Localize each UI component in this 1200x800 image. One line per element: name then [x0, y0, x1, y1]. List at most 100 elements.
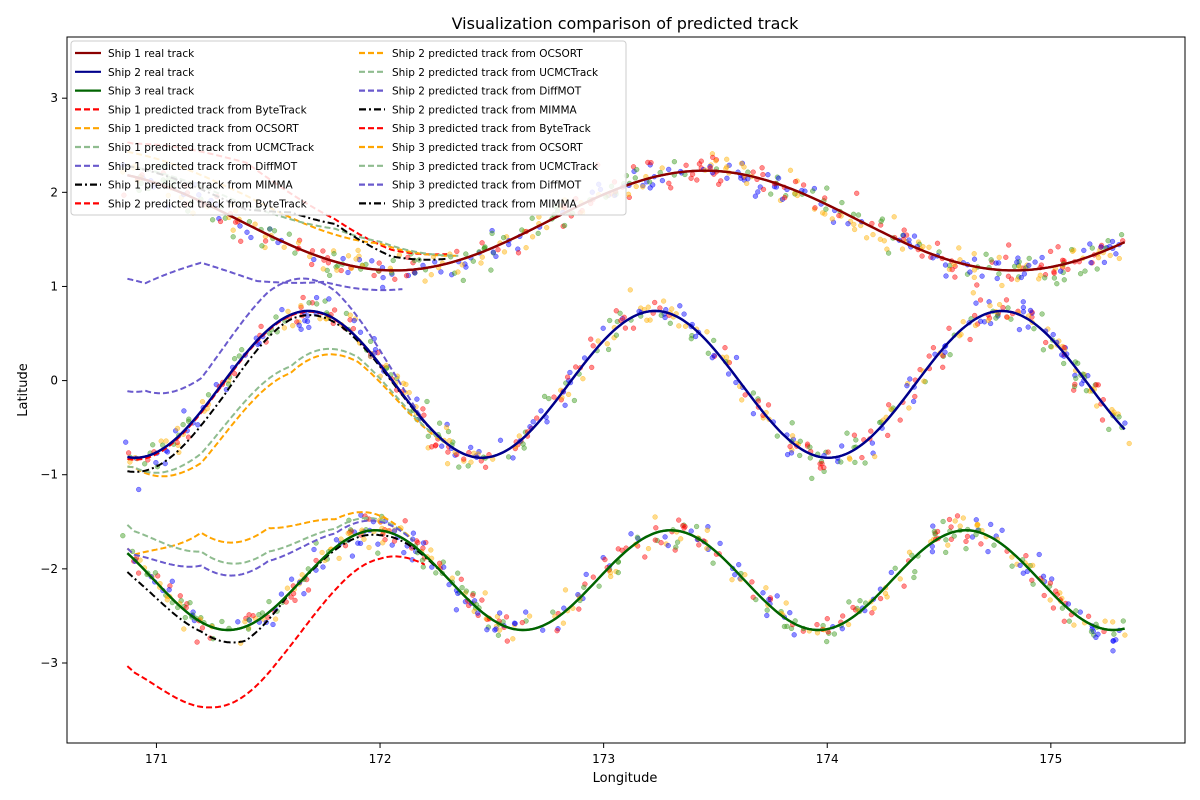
observation-point — [807, 444, 813, 450]
observation-point — [1098, 244, 1104, 250]
observation-point — [974, 522, 980, 529]
observation-point — [1053, 588, 1059, 594]
legend-entry-label: Ship 2 predicted track from OCSORT — [392, 48, 583, 60]
observation-point — [205, 392, 212, 398]
observation-point — [357, 329, 364, 335]
observation-point — [259, 610, 266, 616]
observation-point — [739, 397, 745, 403]
series-line-13 — [126, 555, 426, 709]
observation-point — [863, 235, 870, 241]
observation-point — [666, 180, 672, 186]
observation-point — [331, 251, 337, 257]
observation-point — [439, 443, 445, 449]
observation-point — [390, 257, 396, 264]
observation-point — [521, 445, 527, 451]
observation-point — [926, 244, 932, 250]
observation-point — [1047, 248, 1054, 255]
observation-point — [561, 222, 568, 229]
observation-point — [797, 438, 803, 444]
observation-point — [199, 625, 206, 631]
observation-point — [304, 318, 311, 325]
observation-point — [1126, 440, 1132, 447]
observation-point — [1111, 631, 1117, 637]
observation-point — [1099, 417, 1106, 423]
series-line-6 — [127, 261, 403, 292]
observation-point — [550, 609, 556, 615]
observation-point — [443, 424, 450, 431]
observation-point — [1072, 359, 1079, 365]
observation-point — [1073, 608, 1079, 614]
observation-point — [554, 628, 560, 634]
observation-point — [167, 583, 173, 589]
observation-point — [345, 269, 351, 276]
observation-point — [199, 399, 206, 405]
observation-point — [562, 402, 568, 408]
series-line-11 — [127, 277, 426, 423]
observation-point — [659, 177, 666, 184]
observation-point — [660, 298, 667, 304]
observation-point — [657, 305, 663, 311]
observation-point — [929, 543, 935, 550]
observation-point — [1061, 360, 1067, 367]
observation-point — [1020, 304, 1027, 311]
observation-point — [1073, 375, 1079, 382]
observation-point — [551, 394, 557, 400]
observation-point — [1090, 628, 1097, 634]
observation-point — [415, 539, 421, 546]
observation-point — [921, 378, 927, 384]
observation-point — [764, 607, 770, 613]
observation-point — [814, 621, 820, 628]
observation-point — [946, 516, 953, 523]
observation-point — [943, 537, 949, 543]
observation-point — [760, 590, 766, 596]
observation-point — [954, 513, 961, 519]
observation-point — [855, 212, 862, 218]
observation-point — [596, 583, 602, 589]
observation-point — [1069, 246, 1075, 253]
observation-point — [999, 527, 1005, 533]
observation-point — [1087, 241, 1093, 247]
observation-point — [710, 560, 716, 566]
observation-point — [1021, 271, 1028, 277]
observation-point — [1009, 563, 1015, 569]
observation-point — [1085, 613, 1092, 619]
observation-point — [840, 613, 846, 619]
observation-point — [996, 301, 1003, 308]
observation-point — [363, 261, 369, 268]
observation-point — [906, 405, 912, 411]
observation-point — [497, 610, 503, 616]
observation-point — [1042, 275, 1048, 281]
observation-point — [515, 250, 522, 256]
observation-point — [911, 233, 918, 239]
observation-point — [235, 619, 241, 625]
observation-point — [742, 392, 748, 398]
observation-point — [271, 228, 278, 234]
observation-point — [738, 160, 745, 167]
observation-point — [742, 572, 748, 578]
observation-point — [270, 621, 276, 628]
observation-point — [529, 234, 536, 240]
observation-point — [760, 186, 767, 193]
observation-point — [1057, 268, 1064, 274]
observation-point — [456, 464, 462, 470]
observation-point — [900, 232, 907, 239]
observation-point — [964, 533, 971, 540]
observation-point — [904, 383, 910, 389]
observation-point — [1051, 269, 1057, 275]
observation-point — [449, 272, 455, 278]
observation-point — [886, 402, 892, 408]
observation-point — [209, 217, 216, 223]
observation-point — [633, 183, 639, 190]
observation-point — [479, 240, 485, 246]
y-tick-label: 2 — [50, 185, 58, 199]
observation-point — [911, 574, 917, 581]
observation-point — [872, 453, 878, 460]
observation-point — [258, 323, 264, 330]
observation-point — [1014, 561, 1020, 567]
observation-point — [949, 266, 955, 273]
observation-point — [461, 458, 467, 464]
observation-point — [1040, 347, 1047, 353]
observation-point — [682, 323, 689, 329]
observation-point — [529, 215, 535, 221]
observation-point — [800, 182, 807, 188]
